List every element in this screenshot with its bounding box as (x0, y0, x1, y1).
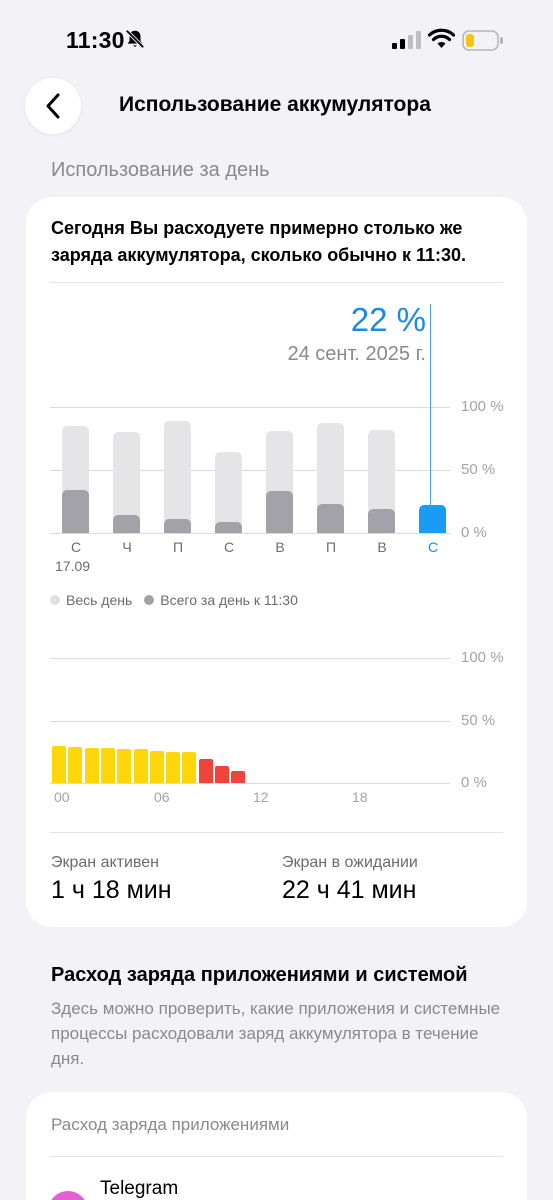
x-axis-label: 18 (352, 789, 368, 805)
wifi-icon (428, 28, 455, 48)
usage-summary: Сегодня Вы расходуете примерно столько ж… (51, 218, 467, 265)
hourly-bar (231, 770, 246, 783)
divider (50, 1156, 503, 1157)
hourly-bar (117, 749, 132, 783)
section-label-daily: Использование за день (51, 159, 270, 181)
gridline (50, 533, 450, 534)
hourly-bar (133, 749, 148, 783)
gridline (50, 783, 450, 784)
status-time: 11:30 (66, 27, 125, 53)
gridline (50, 658, 450, 659)
selection-indicator-line (430, 304, 431, 509)
chart-legend: Весь день Всего за день к 11:30 (50, 592, 298, 608)
divider (50, 832, 503, 833)
screen-off-value: 22 ч 41 мин (282, 876, 417, 904)
bar-by-time (113, 515, 140, 533)
gridline (50, 470, 450, 471)
hourly-bar (198, 759, 213, 783)
bar-all-day (215, 452, 242, 533)
gridline (50, 407, 450, 408)
screen-on-value: 1 ч 18 мин (51, 876, 172, 904)
day-label: П (325, 539, 337, 555)
x-axis-label: 00 (54, 789, 70, 805)
apps-section-title: Расход заряда приложениями и системой (51, 964, 468, 986)
bar-by-time (215, 521, 242, 533)
y-axis-label: 50 % (461, 461, 496, 478)
bar-all-day (164, 420, 191, 533)
bar-by-time (266, 491, 293, 533)
y-axis-label: 100 % (461, 398, 504, 415)
hourly-bar (215, 765, 229, 783)
bar-by-time (164, 519, 191, 533)
bar-today (419, 505, 446, 533)
x-axis-label: 12 (253, 789, 269, 805)
hourly-bar (100, 748, 115, 783)
y-axis-label: 50 % (461, 711, 496, 729)
page-title: Использование аккумулятора (119, 93, 431, 116)
hourly-bar (149, 750, 164, 783)
screen-on-label: Экран активен (51, 854, 159, 871)
status-bar: 11:30 (0, 0, 553, 78)
y-axis-label: 0 % (461, 524, 487, 541)
day-label: Ч (122, 539, 132, 555)
legend-dot-by-time (144, 595, 155, 605)
gridline (50, 720, 450, 722)
bar-by-time (317, 504, 344, 533)
battery-usage-card: Сегодня Вы расходуете примерно столько ж… (26, 197, 527, 927)
day-label: В (275, 539, 285, 555)
legend-dot-all-day (50, 595, 60, 605)
day-label: П (172, 539, 184, 555)
bar-by-time (368, 509, 395, 533)
legend-label-by-time: Всего за день к 11:30 (160, 592, 298, 608)
x-axis-label: 06 (154, 789, 170, 805)
hourly-bar (182, 751, 197, 783)
telegram-app-icon (48, 1191, 88, 1200)
day-label: С (223, 539, 235, 555)
y-axis-label: 0 % (461, 774, 487, 791)
day-label: С (427, 539, 439, 555)
bell-muted-icon (125, 29, 145, 49)
hourly-bar (84, 748, 99, 783)
hourly-bar (52, 745, 66, 783)
apps-section-description: Здесь можно проверить, какие приложения … (51, 999, 501, 1068)
battery-low-icon (462, 30, 503, 51)
day-label: В (377, 539, 387, 555)
back-button[interactable] (25, 78, 81, 134)
selected-date: 24 сент. 2025 г. (287, 343, 427, 365)
apps-usage-label: Расход заряда приложениями (51, 1115, 290, 1134)
legend-label-all-day: Весь день (66, 592, 133, 608)
hourly-bar (68, 746, 83, 783)
selected-percentage: 22 % (350, 301, 426, 338)
cellular-signal-icon (392, 31, 421, 49)
bar-by-time (62, 490, 89, 533)
first-day-date: 17.09 (55, 558, 91, 574)
app-row-name[interactable]: Telegram (100, 1178, 179, 1199)
day-label: С (70, 539, 82, 555)
y-axis-label: 100 % (461, 649, 504, 666)
screen-off-label: Экран в ожидании (282, 854, 418, 871)
hourly-bar (166, 751, 181, 783)
apps-usage-card: Расход заряда приложениями Telegram (26, 1092, 527, 1200)
divider (50, 282, 503, 283)
chevron-left-icon (46, 93, 60, 119)
